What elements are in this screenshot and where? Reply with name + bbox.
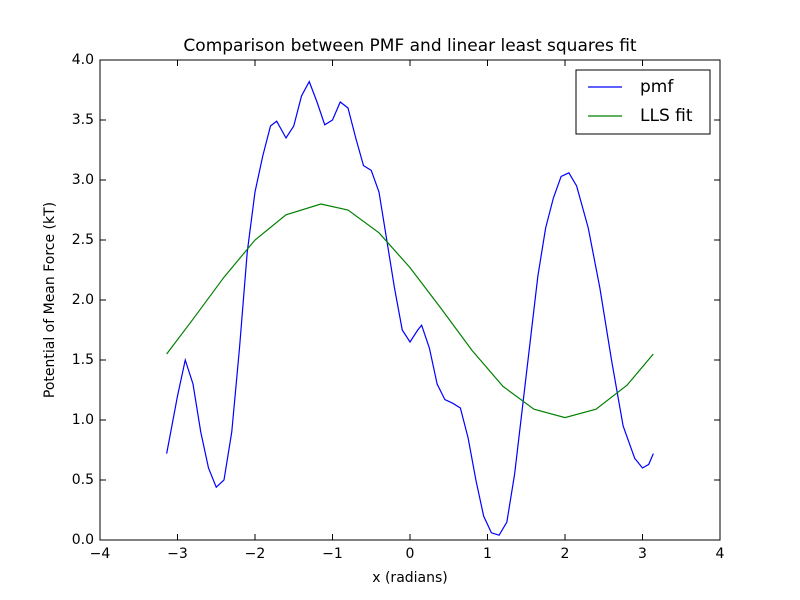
y-tick-label: 1.0 [72,412,94,428]
x-tick-label: −1 [322,546,343,562]
y-tick-label: 3.0 [72,172,94,188]
x-tick-label: 1 [483,546,492,562]
x-tick-label: 0 [406,546,415,562]
data-line [166,203,654,419]
y-tick-label: 2.0 [72,292,94,308]
x-tick-label: 2 [561,546,570,562]
x-tick-label: −4 [90,546,111,562]
y-tick-label: 2.5 [72,232,94,248]
y-tick-label: 0.5 [72,472,94,488]
legend-box [575,69,711,135]
x-axis-label: x (radians) [372,570,448,586]
y-axis-label: Potential of Mean Force (kT) [42,202,58,398]
x-tick-label: −2 [245,546,266,562]
x-tick-label: −3 [167,546,188,562]
chart-title: Comparison between PMF and linear least … [183,36,636,56]
y-tick-label: 1.5 [72,352,94,368]
y-tick-label: 3.5 [72,112,94,128]
legend-label: LLS fit [640,106,693,126]
y-tick-label: 0.0 [72,532,94,548]
x-tick-label: 4 [716,546,725,562]
y-tick-label: 4.0 [72,52,94,68]
x-tick-label: 3 [638,546,647,562]
legend-label: pmf [640,77,674,97]
data-line [166,80,654,536]
